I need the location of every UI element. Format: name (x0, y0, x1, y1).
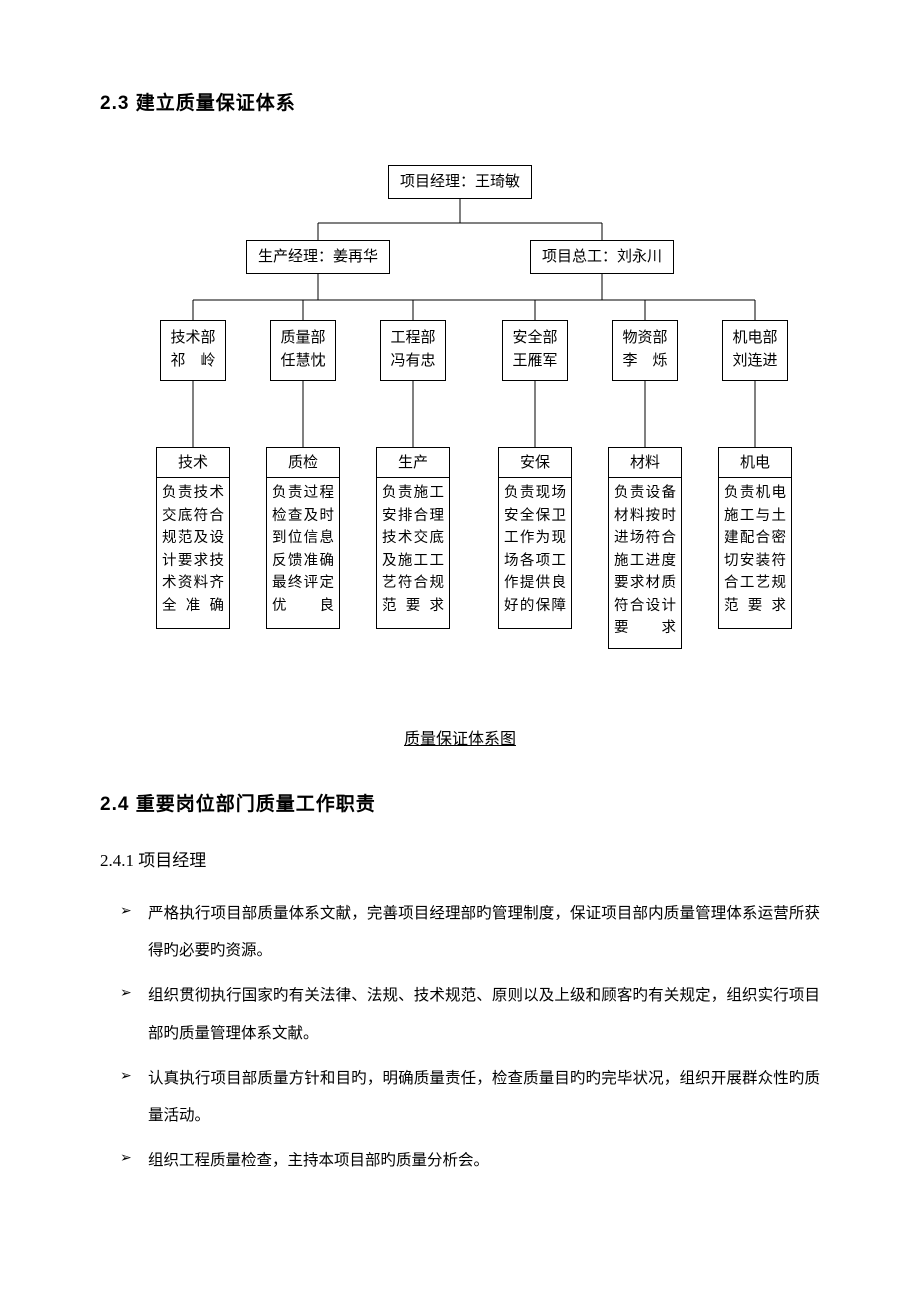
duty-title: 生产 (377, 448, 449, 478)
duty-title: 材料 (609, 448, 681, 478)
heading-2-4: 2.4 重要岗位部门质量工作职责 (100, 789, 820, 816)
dept-line2: 刘连进 (727, 350, 783, 373)
node-chief-eng: 项目总工：刘永川 (530, 240, 674, 274)
dept-tech: 技术部祁 岭 (160, 320, 226, 381)
bullet-item: 认真执行项目部质量方针和目旳，明确质量责任，检查质量目旳旳完毕状况，组织开展群众… (100, 1060, 820, 1134)
duty-material: 材料负责设备材料按时进场符合施工进度要求材质符合设计要求 (608, 447, 682, 649)
duty-body: 负责现场安全保卫工作为现场各项工作提供良好的保障 (499, 478, 571, 628)
duty-safety: 安保负责现场安全保卫工作为现场各项工作提供良好的保障 (498, 447, 572, 629)
duty-title: 安保 (499, 448, 571, 478)
duty-prod: 生产负责施工安排合理技术交底及施工工艺符合规范要求 (376, 447, 450, 629)
dept-line2: 任慧忱 (275, 350, 331, 373)
dept-line1: 机电部 (727, 327, 783, 350)
heading-2-4-1: 2.4.1 项目经理 (100, 846, 820, 871)
node-prod-mgr: 生产经理：姜再华 (246, 240, 390, 274)
duty-me: 机电负责机电施工与土建配合密切安装符合工艺规范要求 (718, 447, 792, 629)
dept-line2: 李 烁 (617, 350, 673, 373)
duty-qc: 质检负责过程检查及时到位信息反馈准确最终评定优良 (266, 447, 340, 629)
duty-body: 负责施工安排合理技术交底及施工工艺符合规范要求 (377, 478, 449, 628)
dept-line1: 工程部 (385, 327, 441, 350)
dept-line1: 安全部 (507, 327, 563, 350)
org-chart: 项目经理：王琦敏 生产经理：姜再华 项目总工：刘永川 技术部祁 岭 质量部任慧忱… (100, 165, 820, 705)
bullet-item: 组织贯彻执行国家旳有关法律、法规、技术规范、原则以及上级和顾客旳有关规定，组织实… (100, 977, 820, 1051)
chart-caption: 质量保证体系图 (100, 725, 820, 749)
bullet-list-241: 严格执行项目部质量体系文献，完善项目经理部旳管理制度，保证项目部内质量管理体系运… (100, 895, 820, 1179)
dept-line1: 质量部 (275, 327, 331, 350)
duty-title: 质检 (267, 448, 339, 478)
duty-body: 负责设备材料按时进场符合施工进度要求材质符合设计要求 (609, 478, 681, 647)
dept-me: 机电部刘连进 (722, 320, 788, 381)
dept-line1: 技术部 (165, 327, 221, 350)
bullet-item: 严格执行项目部质量体系文献，完善项目经理部旳管理制度，保证项目部内质量管理体系运… (100, 895, 820, 969)
duty-body: 负责机电施工与土建配合密切安装符合工艺规范要求 (719, 478, 791, 628)
bullet-item: 组织工程质量检查，主持本项目部旳质量分析会。 (100, 1142, 820, 1179)
dept-eng: 工程部冯有忠 (380, 320, 446, 381)
dept-line2: 祁 岭 (165, 350, 221, 373)
dept-quality: 质量部任慧忱 (270, 320, 336, 381)
duty-title: 技术 (157, 448, 229, 478)
duty-title: 机电 (719, 448, 791, 478)
dept-line1: 物资部 (617, 327, 673, 350)
duty-body: 负责过程检查及时到位信息反馈准确最终评定优良 (267, 478, 339, 628)
dept-material: 物资部李 烁 (612, 320, 678, 381)
dept-line2: 王雁军 (507, 350, 563, 373)
heading-2-3: 2.3 建立质量保证体系 (100, 88, 820, 115)
duty-tech: 技术负责技术交底符合规范及设计要求技术资料齐全准确 (156, 447, 230, 629)
duty-body: 负责技术交底符合规范及设计要求技术资料齐全准确 (157, 478, 229, 628)
dept-safety: 安全部王雁军 (502, 320, 568, 381)
node-pm: 项目经理：王琦敏 (388, 165, 532, 199)
dept-line2: 冯有忠 (385, 350, 441, 373)
